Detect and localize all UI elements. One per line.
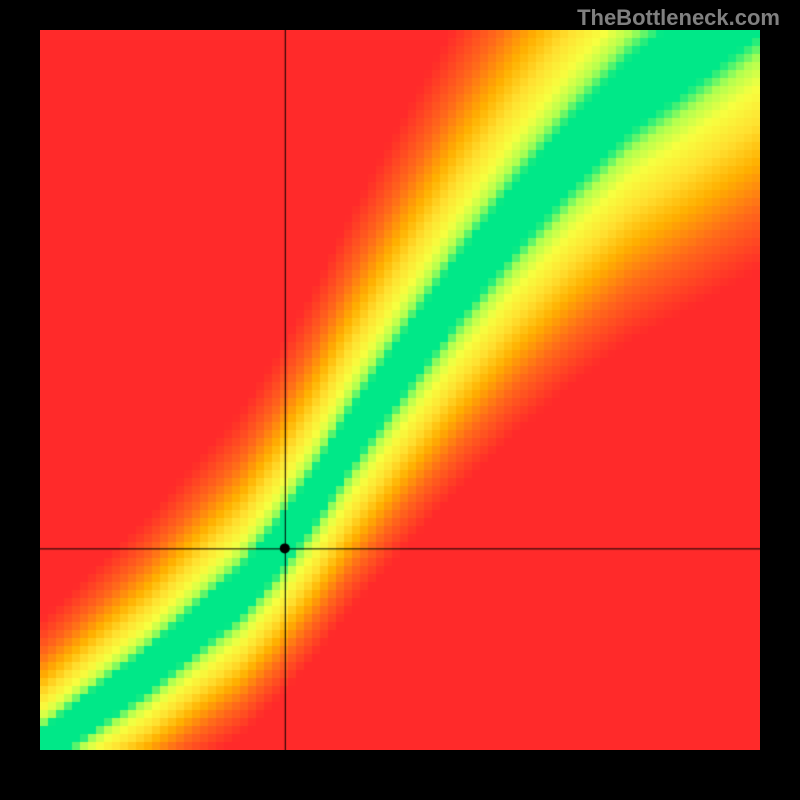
bottleneck-heatmap — [40, 30, 760, 750]
chart-container: TheBottleneck.com — [0, 0, 800, 800]
watermark-text: TheBottleneck.com — [577, 5, 780, 31]
